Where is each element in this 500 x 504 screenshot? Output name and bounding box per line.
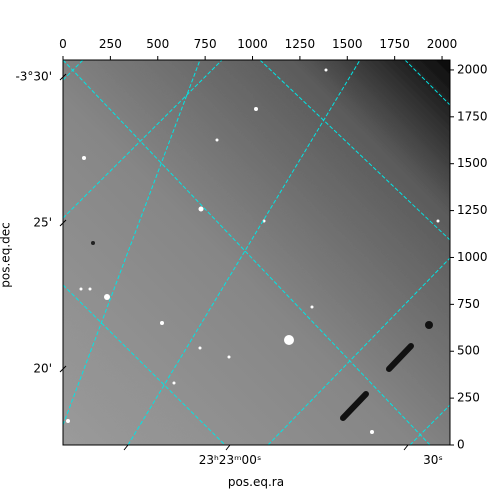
y-tick-label: 500 [457, 344, 480, 358]
x-tick-label: 0 [59, 37, 67, 51]
x-tick-label: 500 [146, 37, 169, 51]
ra-tick-label: 30ˢ [423, 453, 443, 467]
y-tick-label: 1250 [457, 203, 488, 217]
x-axis-label: pos.eq.ra [228, 475, 284, 489]
y-tick-label: 0 [457, 438, 465, 452]
dec-tick-label: 25' [33, 216, 52, 230]
y-tick-label: 1500 [457, 156, 488, 170]
wcs-grid [63, 60, 450, 445]
x-tick-label: 1250 [285, 37, 316, 51]
x-tick-label: 750 [194, 37, 217, 51]
dec-tick-label: 20' [33, 362, 52, 376]
wcs-ticks [59, 73, 409, 451]
ra-tick-label: 23ʰ23ᵐ00ˢ [199, 453, 262, 467]
y-tick-label: 1750 [457, 109, 488, 123]
y-tick-label: 750 [457, 297, 480, 311]
y-tick-label: 250 [457, 391, 480, 405]
dec-tick-label: -3°30' [15, 70, 52, 84]
x-tick-label: 1750 [379, 37, 410, 51]
x-tick-label: 1000 [237, 37, 268, 51]
x-tick-label: 1500 [332, 37, 363, 51]
y-tick-label: 1000 [457, 250, 488, 264]
x-tick-label: 2000 [427, 37, 458, 51]
sky-image [63, 60, 450, 445]
y-tick-label: 2000 [457, 62, 488, 76]
frame [62, 59, 451, 446]
x-tick-label: 250 [99, 37, 122, 51]
y-axis-label: pos.eq.dec [0, 222, 13, 287]
